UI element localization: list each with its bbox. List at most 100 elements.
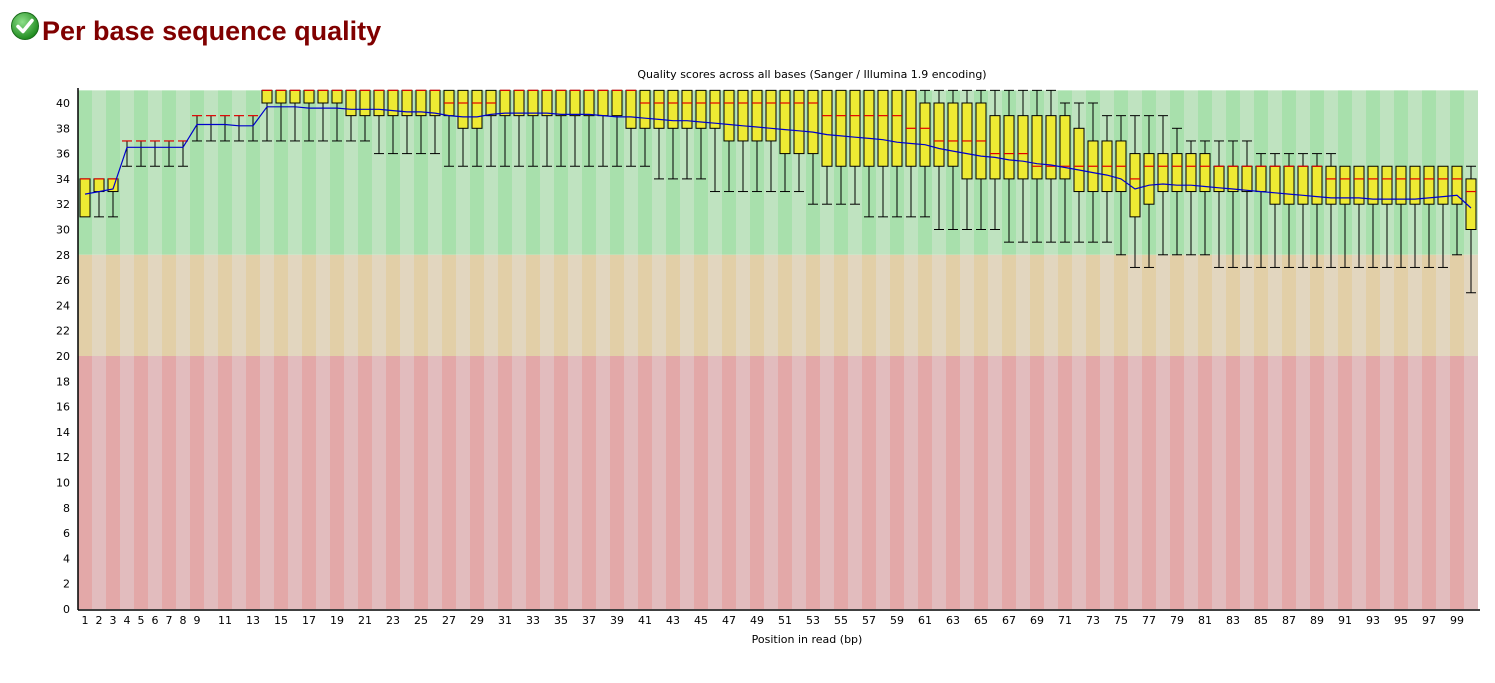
x-tick-label: 27	[442, 614, 456, 627]
x-tick-label: 6	[152, 614, 159, 627]
iqr-box	[1437, 165, 1449, 205]
zone-warn-stripe	[1352, 254, 1366, 356]
x-tick-label: 99	[1450, 614, 1464, 627]
zone-bad-stripe	[1212, 356, 1226, 609]
iqr-box	[387, 89, 399, 117]
zone-warn-stripe	[330, 254, 344, 356]
zone-bad-stripe	[316, 356, 330, 609]
zone-bad-stripe	[666, 356, 680, 609]
position-box-95	[1395, 165, 1407, 268]
iqr-box	[1227, 165, 1239, 193]
position-box-57	[863, 89, 875, 218]
position-box-72	[1073, 102, 1085, 243]
position-box-17	[303, 89, 315, 142]
iqr-box	[513, 89, 525, 117]
x-tick-label: 5	[138, 614, 145, 627]
zone-good-stripe	[78, 90, 92, 255]
zone-warn-stripe	[498, 254, 512, 356]
zone-bad-stripe	[372, 356, 386, 609]
zone-bad-stripe	[792, 356, 806, 609]
zone-warn-stripe	[834, 254, 848, 356]
iqr-box	[569, 89, 581, 117]
iqr-box	[639, 89, 651, 129]
zone-bad-stripe	[302, 356, 316, 609]
zone-good-stripe	[596, 90, 610, 255]
zone-bad-stripe	[988, 356, 1002, 609]
zone-bad-stripe	[820, 356, 834, 609]
zone-warn-stripe	[666, 254, 680, 356]
zone-good-stripe	[204, 90, 218, 255]
zone-bad-stripe	[498, 356, 512, 609]
position-box-22	[373, 89, 385, 155]
zone-bad-stripe	[1408, 356, 1422, 609]
zone-warn-stripe	[1240, 254, 1254, 356]
zone-warn-stripe	[918, 254, 932, 356]
pass-check-icon	[11, 11, 39, 40]
position-box-16	[289, 89, 301, 142]
zone-warn-stripe	[1296, 254, 1310, 356]
x-tick-label: 15	[274, 614, 288, 627]
position-box-32	[513, 89, 525, 167]
y-tick-label: 4	[63, 552, 70, 565]
x-tick-label: 89	[1310, 614, 1324, 627]
zone-good-stripe	[568, 90, 582, 255]
zone-bad-stripe	[218, 356, 232, 609]
iqr-box	[93, 178, 105, 193]
zone-good-stripe	[624, 90, 638, 255]
iqr-box	[303, 89, 315, 104]
zone-bad-stripe	[610, 356, 624, 609]
iqr-box	[611, 89, 623, 117]
position-box-60	[905, 89, 917, 218]
x-tick-label: 8	[180, 614, 187, 627]
zone-warn-stripe	[736, 254, 750, 356]
position-box-79	[1171, 127, 1183, 256]
zone-warn-stripe	[92, 254, 106, 356]
position-box-71	[1059, 102, 1071, 243]
zone-bad-stripe	[1450, 356, 1464, 609]
zone-bad-stripe	[1016, 356, 1030, 609]
zone-bad-stripe	[232, 356, 246, 609]
position-box-4	[122, 140, 132, 167]
iqr-box	[1269, 165, 1281, 205]
position-box-84	[1241, 140, 1253, 268]
x-tick-label: 59	[890, 614, 904, 627]
zone-warn-stripe	[820, 254, 834, 356]
zone-good-stripe	[414, 90, 428, 255]
zone-warn-stripe	[1170, 254, 1184, 356]
position-box-91	[1339, 165, 1351, 268]
zone-bad-stripe	[834, 356, 848, 609]
zone-bad-stripe	[1324, 356, 1338, 609]
zone-warn-stripe	[778, 254, 792, 356]
position-box-89	[1311, 153, 1323, 268]
iqr-box	[1325, 165, 1337, 205]
iqr-box	[751, 89, 763, 142]
iqr-box	[1297, 165, 1309, 205]
iqr-box	[807, 89, 819, 155]
zone-warn-stripe	[1212, 254, 1226, 356]
zone-bad-stripe	[1380, 356, 1394, 609]
zone-good-stripe	[554, 90, 568, 255]
zone-bad-stripe	[1072, 356, 1086, 609]
zone-warn-stripe	[274, 254, 288, 356]
zone-warn-stripe	[1436, 254, 1450, 356]
zone-bad-stripe	[358, 356, 372, 609]
x-tick-label: 63	[946, 614, 960, 627]
zone-warn-stripe	[1086, 254, 1100, 356]
zone-warn-stripe	[1044, 254, 1058, 356]
zone-bad-stripe	[750, 356, 764, 609]
zone-warn-stripe	[106, 254, 120, 356]
zone-bad-stripe	[1170, 356, 1184, 609]
zone-bad-stripe	[1240, 356, 1254, 609]
position-box-68	[1017, 89, 1029, 243]
zone-bad-stripe	[1310, 356, 1324, 609]
zone-warn-stripe	[1422, 254, 1436, 356]
zone-bad-stripe	[1338, 356, 1352, 609]
iqr-box	[835, 89, 847, 167]
iqr-box	[849, 89, 861, 167]
position-box-98	[1437, 165, 1449, 268]
x-tick-label: 51	[778, 614, 792, 627]
zone-bad-stripe	[708, 356, 722, 609]
zone-warn-stripe	[946, 254, 960, 356]
zone-warn-stripe	[582, 254, 596, 356]
